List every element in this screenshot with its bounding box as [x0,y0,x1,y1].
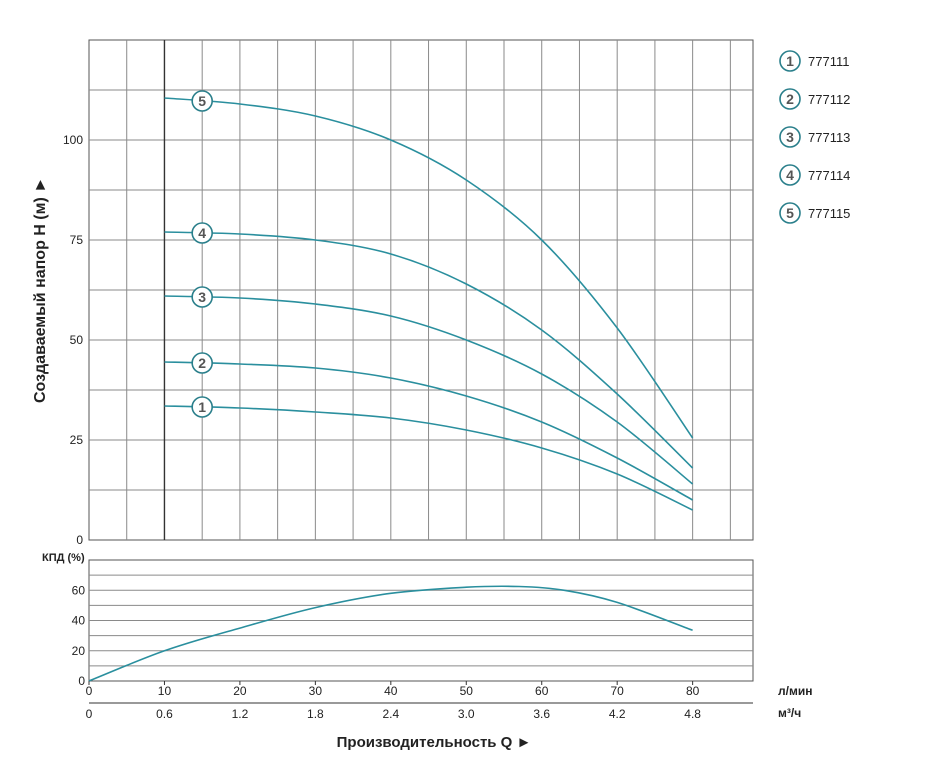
x-tick-label-lpm: 30 [309,684,323,698]
efficiency-curve [88,585,693,682]
x-tick-label-lpm: 10 [158,684,172,698]
legend-series-name: 777113 [808,130,850,145]
x-axis-title: Производительность Q ► [337,734,532,751]
curve-marker-2 [191,352,213,374]
curve-marker-1 [191,396,213,418]
legend: 1 777111 2 777112 3 777113 4 777114 5 777115 [779,50,850,224]
efficiency-y-tick-label: 40 [72,614,86,628]
head-y-tick-label: 25 [70,433,84,447]
x-unit-m3h: м³/ч [778,706,801,720]
x-tick-label-lpm: 60 [535,684,549,698]
curve-marker-label: 2 [198,355,206,371]
legend-series-name: 777115 [808,206,850,221]
curve-marker-label: 4 [198,225,206,241]
x-tick-label-m3h: 1.2 [232,707,249,721]
legend-marker-label: 3 [786,129,794,145]
x-tick-label-lpm: 20 [233,684,247,698]
x-tick-label-lpm: 70 [611,684,625,698]
efficiency-plot-grid [88,559,754,682]
head-curve-markers: 1 2 3 4 5 [191,90,213,418]
legend-marker [779,50,801,72]
x-tick-label-m3h: 4.8 [684,707,701,721]
legend-series-name: 777112 [808,92,850,107]
x-tick-label-m3h: 3.0 [458,707,475,721]
head-y-tick-label: 100 [63,133,83,147]
curve-marker-label: 5 [198,93,206,109]
legend-marker-label: 2 [786,91,794,107]
legend-marker-label: 4 [786,167,794,183]
legend-marker [779,202,801,224]
efficiency-y-tick-label: 0 [78,674,85,688]
curve-marker-3 [191,286,213,308]
curve-marker-label: 1 [198,399,206,415]
legend-series-name: 777111 [808,54,849,69]
x-tick-label-lpm: 0 [86,684,93,698]
efficiency-y-tick-label: 60 [72,583,86,597]
x-tick-label-m3h: 0 [86,707,93,721]
head-axis-title: Создаваемый напор Н (м) ► [32,177,49,403]
curve-marker-label: 3 [198,289,206,305]
legend-marker [779,88,801,110]
x-tick-label-m3h: 3.6 [533,707,550,721]
efficiency-y-tick-label: 20 [72,644,86,658]
head-y-ticks: 0 25 50 75 100 [63,133,83,547]
head-curve-777115 [164,97,694,439]
head-curve-777114 [164,231,694,469]
x-tick-label-lpm: 80 [686,684,700,698]
legend-marker [779,164,801,186]
legend-marker-label: 1 [786,53,794,69]
head-curve-777112 [164,361,693,501]
efficiency-y-ticks: 0 20 40 60 [72,583,86,688]
head-y-tick-label: 0 [76,533,83,547]
head-y-tick-label: 75 [70,233,84,247]
curve-marker-5 [191,90,213,112]
head-y-tick-label: 50 [70,333,84,347]
x-tick-label-m3h: 1.8 [307,707,324,721]
x-tick-label-m3h: 0.6 [156,707,173,721]
efficiency-axis-title: КПД (%) [42,552,85,564]
x-tick-label-lpm: 40 [384,684,398,698]
head-curves [164,97,694,511]
legend-marker [779,126,801,148]
head-plot-grid [88,39,754,541]
curve-marker-4 [191,222,213,244]
x-tick-label-m3h: 4.2 [609,707,626,721]
legend-marker-label: 5 [786,205,794,221]
x-tick-label-lpm: 50 [460,684,474,698]
head-curve-777113 [164,295,694,485]
head-curve-777111 [164,405,693,511]
legend-series-name: 777114 [808,168,850,183]
efficiency-curve-line [88,585,693,682]
x-tick-label-m3h: 2.4 [382,707,399,721]
x-unit-lpm: л/мин [778,684,812,698]
x-axis-ticks: 0 0 10 0.6 20 1.2 30 1.8 40 2.4 50 3.0 60 3.6 70 4.2 80 4… [86,681,753,721]
